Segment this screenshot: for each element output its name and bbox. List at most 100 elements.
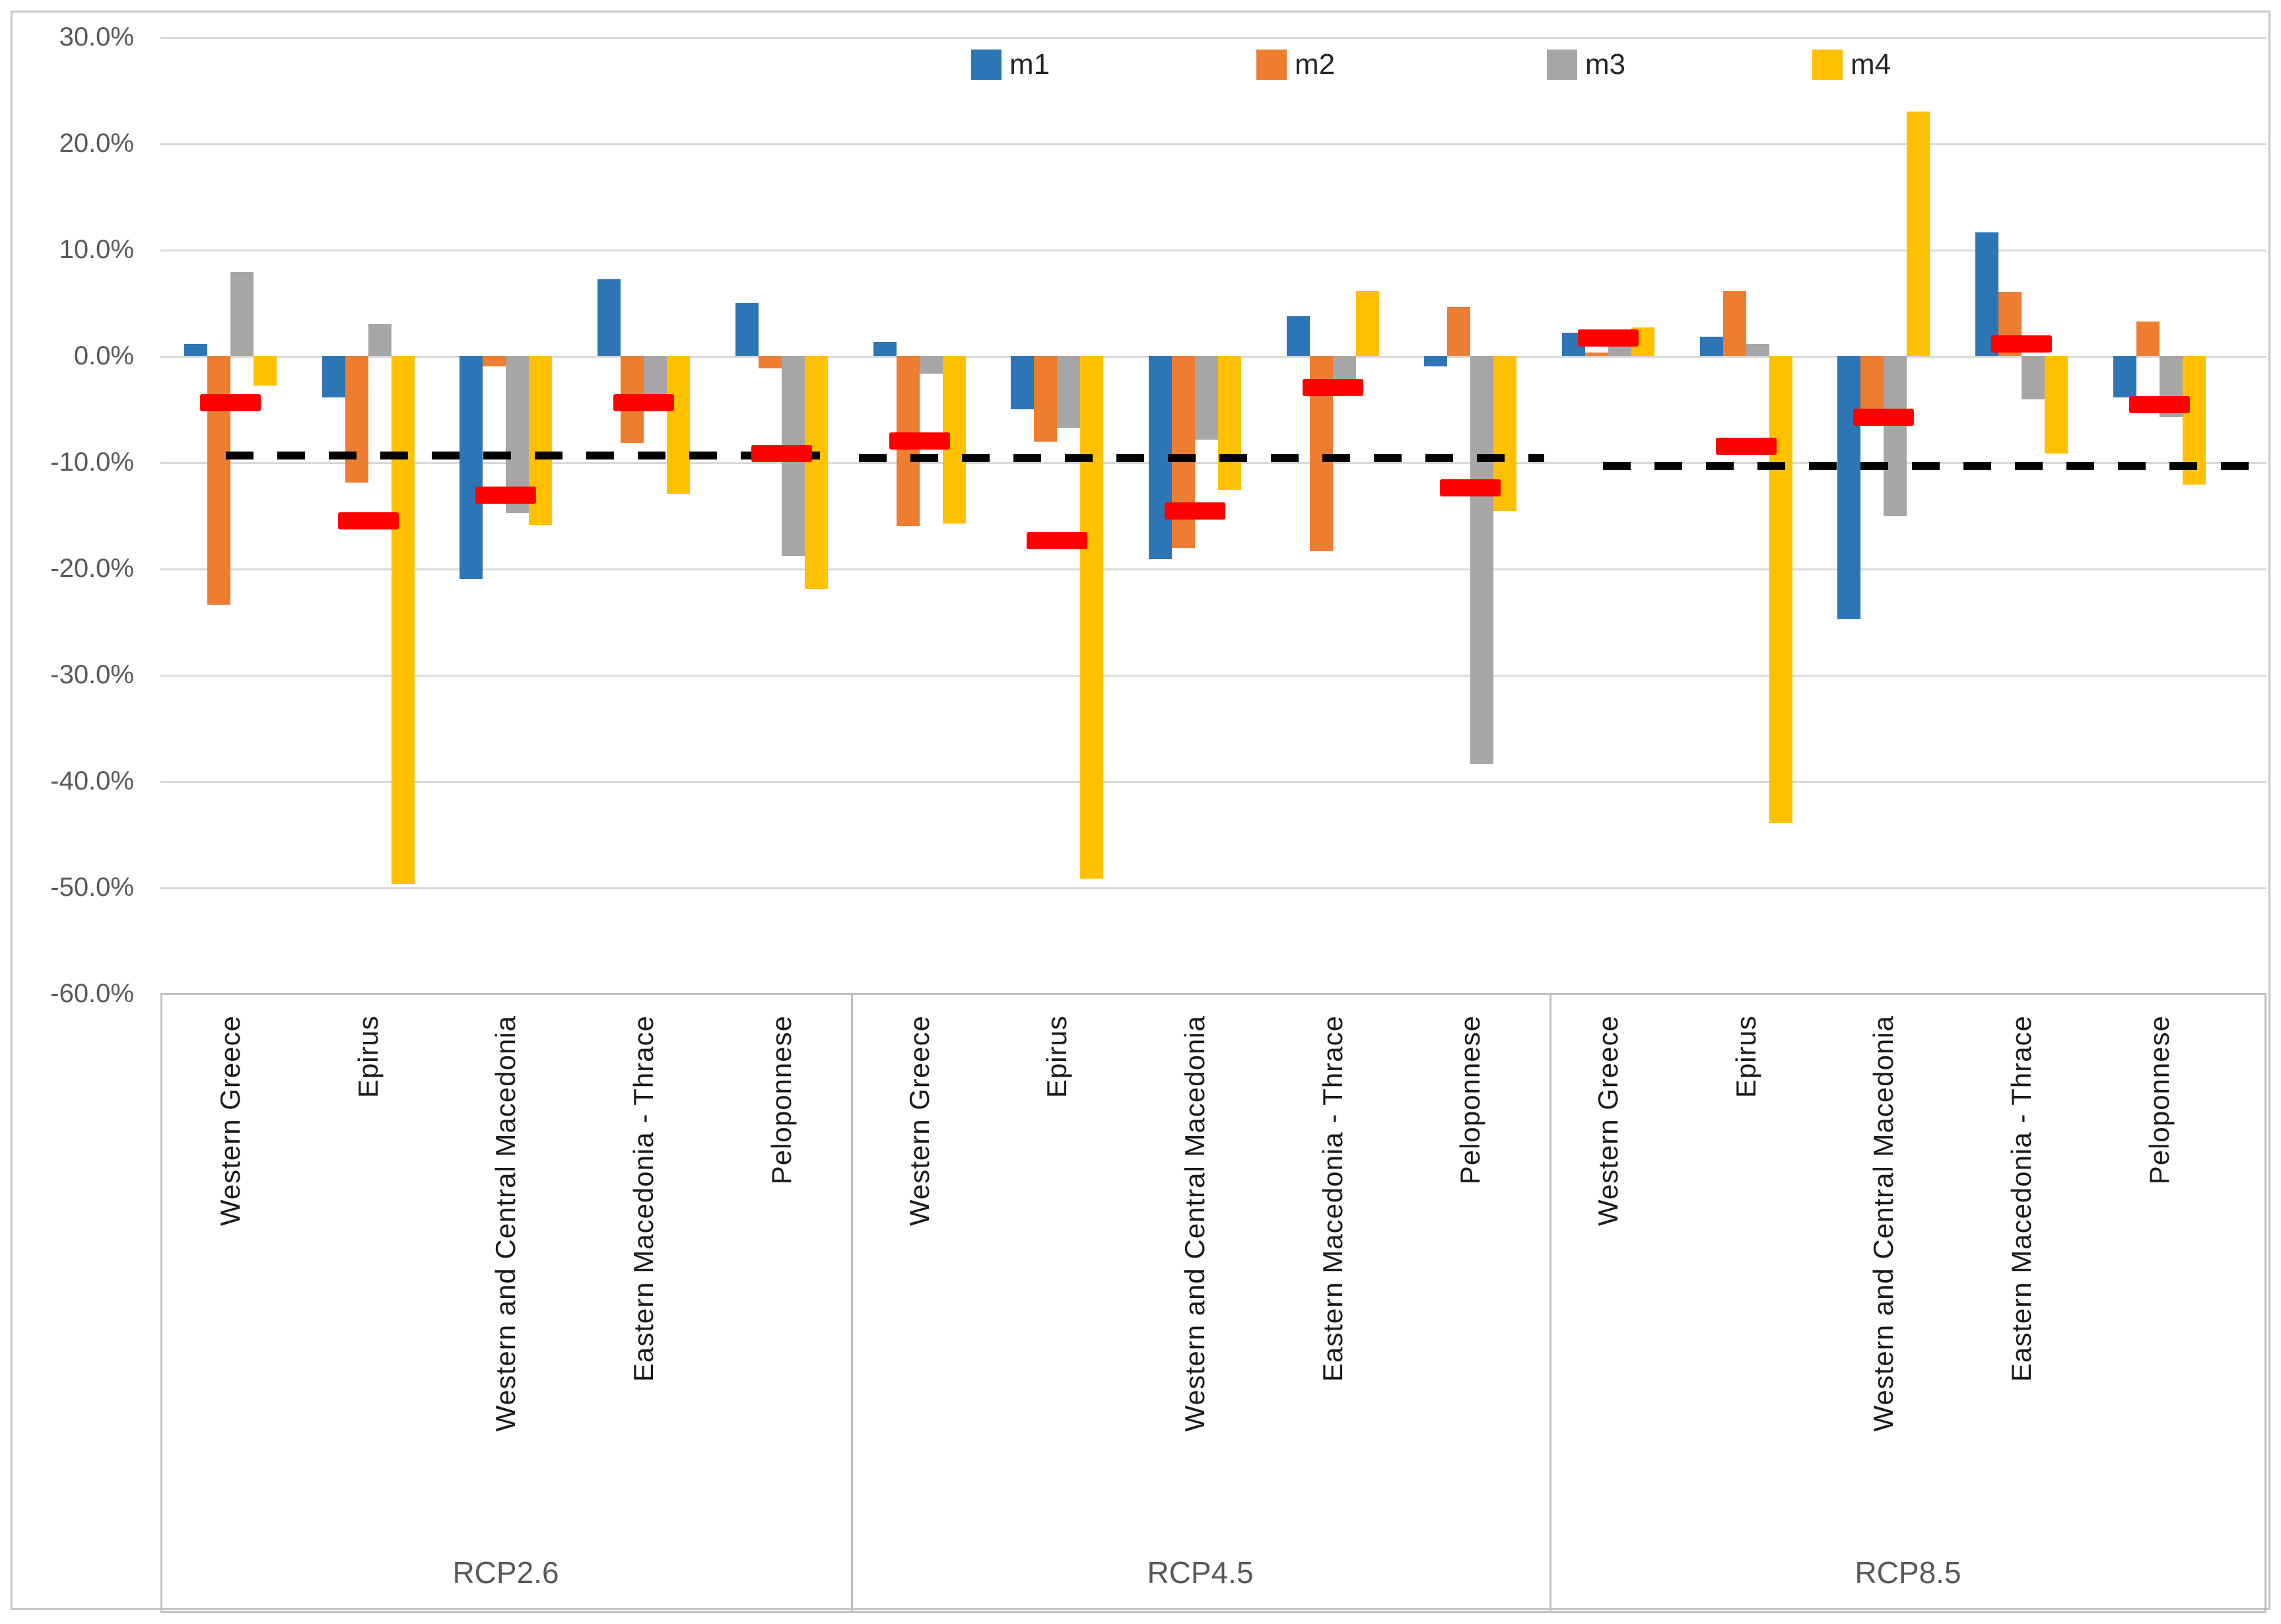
gridline--40 bbox=[160, 781, 2266, 783]
bar-m1-western-and-central-macedonia-rcp2.6 bbox=[460, 356, 483, 580]
category-label-eastern-macedonia-thrace-rcp2.6: Eastern Macedonia - Thrace bbox=[628, 1015, 660, 1382]
bar-m1-epirus-rcp4.5 bbox=[1011, 356, 1035, 409]
y-tick--30: -30.0% bbox=[50, 660, 134, 689]
bar-m4-eastern-macedonia-thrace-rcp4.5 bbox=[1355, 290, 1379, 356]
bar-m2-epirus-rcp8.5 bbox=[1722, 290, 1746, 356]
box-top bbox=[160, 993, 2266, 995]
category-label-western-and-central-macedonia-rcp8.5: Western and Central Macedonia bbox=[1868, 1015, 1899, 1432]
bar-m3-peloponnese-rcp4.5 bbox=[1470, 356, 1494, 764]
category-label-western-greece-rcp8.5: Western Greece bbox=[1592, 1015, 1623, 1227]
bar-m1-peloponnese-rcp2.6 bbox=[735, 302, 759, 356]
category-label-eastern-macedonia-thrace-rcp4.5: Eastern Macedonia - Thrace bbox=[1316, 1015, 1348, 1382]
mean-marker-western-and-central-macedonia-rcp4.5 bbox=[1164, 502, 1225, 520]
bar-m3-epirus-rcp2.6 bbox=[368, 323, 392, 356]
mean-marker-western-and-central-macedonia-rcp2.6 bbox=[475, 486, 537, 504]
bar-m2-peloponnese-rcp8.5 bbox=[2136, 321, 2160, 356]
y-tick--40: -40.0% bbox=[50, 766, 134, 795]
bar-m4-eastern-macedonia-thrace-rcp8.5 bbox=[2045, 356, 2068, 454]
category-label-western-and-central-macedonia-rcp4.5: Western and Central Macedonia bbox=[1178, 1015, 1210, 1432]
category-label-eastern-macedonia-thrace-rcp8.5: Eastern Macedonia - Thrace bbox=[2006, 1015, 2037, 1382]
panel-label-rcp2.6: RCP2.6 bbox=[452, 1555, 559, 1590]
panel-label-rcp8.5: RCP8.5 bbox=[1855, 1555, 1961, 1590]
bar-m4-epirus-rcp4.5 bbox=[1080, 356, 1104, 879]
bar-m1-eastern-macedonia-thrace-rcp4.5 bbox=[1286, 316, 1310, 356]
mean-marker-peloponnese-rcp8.5 bbox=[2128, 396, 2190, 414]
mean-marker-eastern-macedonia-thrace-rcp8.5 bbox=[1991, 335, 2053, 353]
bar-m4-epirus-rcp2.6 bbox=[391, 356, 415, 885]
bar-m2-western-greece-rcp2.6 bbox=[207, 356, 230, 605]
panel-average-dashed-line-rcp8.5 bbox=[1603, 462, 2257, 471]
gridline-10 bbox=[160, 250, 2266, 252]
y-tick-10: 10.0% bbox=[59, 235, 134, 264]
bar-m2-peloponnese-rcp4.5 bbox=[1447, 306, 1471, 356]
y-tick--20: -20.0% bbox=[50, 554, 134, 583]
gridline--30 bbox=[160, 675, 2266, 677]
mean-marker-epirus-rcp2.6 bbox=[337, 512, 399, 529]
mean-marker-eastern-macedonia-thrace-rcp4.5 bbox=[1302, 379, 1363, 397]
legend-swatch-m3 bbox=[1547, 50, 1577, 80]
bar-m1-western-and-central-macedonia-rcp8.5 bbox=[1837, 356, 1861, 620]
category-label-peloponnese-rcp8.5: Peloponnese bbox=[2143, 1015, 2175, 1185]
bar-m3-western-greece-rcp8.5 bbox=[1608, 345, 1631, 356]
category-label-epirus-rcp8.5: Epirus bbox=[1730, 1015, 1761, 1099]
bar-m3-western-and-central-macedonia-rcp8.5 bbox=[1884, 356, 1907, 517]
mean-marker-peloponnese-rcp4.5 bbox=[1440, 479, 1501, 496]
bar-m3-epirus-rcp8.5 bbox=[1746, 344, 1769, 356]
y-tick--10: -10.0% bbox=[50, 448, 134, 477]
gridline-30 bbox=[160, 37, 2266, 39]
bar-m2-western-and-central-macedonia-rcp2.6 bbox=[483, 356, 506, 367]
y-tick--50: -50.0% bbox=[50, 873, 134, 902]
bar-m1-peloponnese-rcp8.5 bbox=[2113, 356, 2136, 397]
bar-m1-eastern-macedonia-thrace-rcp2.6 bbox=[597, 279, 621, 356]
legend-swatch-m2 bbox=[1256, 50, 1287, 80]
bar-m2-western-and-central-macedonia-rcp8.5 bbox=[1860, 356, 1884, 413]
bar-m3-western-greece-rcp2.6 bbox=[230, 271, 254, 356]
legend-label-m3: m3 bbox=[1585, 48, 1626, 81]
bar-m1-epirus-rcp2.6 bbox=[322, 356, 345, 397]
box-divider-2 bbox=[1549, 993, 1551, 1611]
panel-average-dashed-line-rcp4.5 bbox=[859, 454, 1544, 462]
bar-m2-peloponnese-rcp2.6 bbox=[758, 356, 782, 369]
bar-m1-western-greece-rcp4.5 bbox=[873, 342, 897, 356]
mean-marker-eastern-macedonia-thrace-rcp2.6 bbox=[613, 393, 675, 411]
bar-m2-western-greece-rcp8.5 bbox=[1585, 353, 1608, 356]
y-tick-30: 30.0% bbox=[59, 22, 134, 51]
box-bottom bbox=[160, 1611, 2266, 1613]
gridline--10 bbox=[160, 462, 2266, 464]
category-label-epirus-rcp2.6: Epirus bbox=[352, 1015, 384, 1099]
bar-m3-eastern-macedonia-thrace-rcp4.5 bbox=[1332, 356, 1356, 380]
bar-m3-eastern-macedonia-thrace-rcp8.5 bbox=[2022, 356, 2045, 399]
chart-frame: m1 m2 m3 m4 30.0% 20.0% 10.0% 0.0% -10.0% -20.0%… bbox=[11, 11, 2270, 1613]
mean-marker-epirus-rcp4.5 bbox=[1027, 532, 1088, 550]
bar-m4-epirus-rcp8.5 bbox=[1769, 356, 1792, 824]
gridline--20 bbox=[160, 568, 2266, 570]
bar-m1-eastern-macedonia-thrace-rcp8.5 bbox=[1975, 232, 1999, 356]
mean-marker-western-greece-rcp4.5 bbox=[889, 432, 950, 450]
mean-marker-peloponnese-rcp2.6 bbox=[751, 445, 812, 463]
bar-m3-western-greece-rcp4.5 bbox=[919, 356, 943, 374]
box-left bbox=[160, 993, 162, 1611]
bar-m4-western-greece-rcp2.6 bbox=[254, 356, 277, 386]
bar-m2-epirus-rcp2.6 bbox=[345, 356, 368, 483]
legend-label-m1: m1 bbox=[1009, 48, 1050, 81]
legend-label-m2: m2 bbox=[1295, 48, 1336, 81]
mean-marker-western-and-central-macedonia-rcp8.5 bbox=[1853, 409, 1915, 426]
box-divider-1 bbox=[851, 993, 853, 1611]
panel-average-dashed-line-rcp2.6 bbox=[226, 452, 834, 460]
mean-marker-epirus-rcp8.5 bbox=[1715, 437, 1777, 455]
bar-m3-epirus-rcp4.5 bbox=[1057, 356, 1081, 428]
legend-swatch-m1 bbox=[971, 50, 1002, 80]
mean-marker-western-greece-rcp2.6 bbox=[200, 393, 261, 411]
gridline-20 bbox=[160, 143, 2266, 145]
bar-m1-western-greece-rcp2.6 bbox=[184, 344, 207, 356]
bar-m3-western-and-central-macedonia-rcp4.5 bbox=[1194, 356, 1218, 440]
bar-m4-western-and-central-macedonia-rcp8.5 bbox=[1907, 111, 1930, 356]
category-label-western-greece-rcp4.5: Western Greece bbox=[903, 1015, 935, 1227]
category-label-western-and-central-macedonia-rcp2.6: Western and Central Macedonia bbox=[490, 1015, 522, 1432]
legend-swatch-m4 bbox=[1812, 50, 1843, 80]
bar-m4-peloponnese-rcp2.6 bbox=[804, 356, 828, 589]
category-label-western-greece-rcp2.6: Western Greece bbox=[215, 1015, 246, 1227]
panel-label-rcp4.5: RCP4.5 bbox=[1147, 1555, 1254, 1590]
bar-m1-epirus-rcp8.5 bbox=[1699, 337, 1723, 356]
category-label-peloponnese-rcp4.5: Peloponnese bbox=[1454, 1015, 1486, 1185]
